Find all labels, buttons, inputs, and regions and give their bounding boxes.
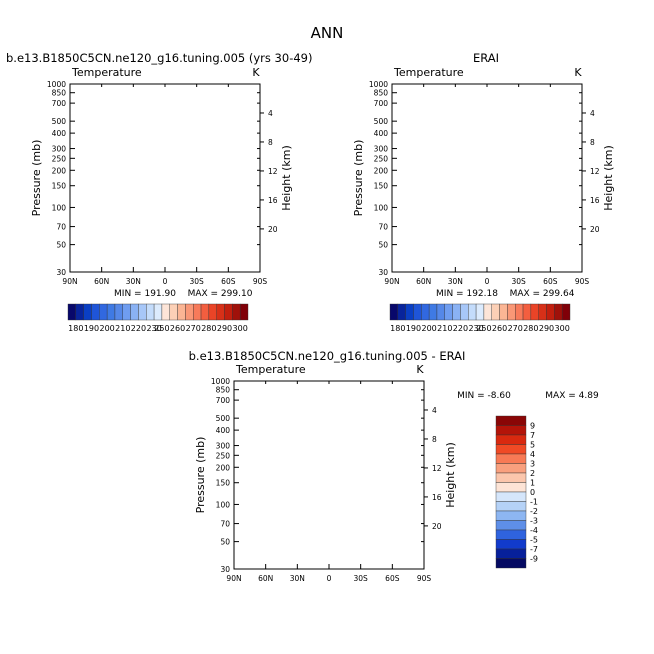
panel-run-label: b.e13.B1850C5CN.ne120_g16.tuning.005 (yr… <box>6 51 312 65</box>
variable-label: Temperature <box>71 66 142 79</box>
units-label: K <box>252 66 260 79</box>
panel-model: b.e13.B1850C5CN.ne120_g16.tuning.005 (yr… <box>6 51 312 333</box>
figure-title: ANN <box>311 24 344 42</box>
panels: b.e13.B1850C5CN.ne120_g16.tuning.005 (yr… <box>6 51 615 583</box>
